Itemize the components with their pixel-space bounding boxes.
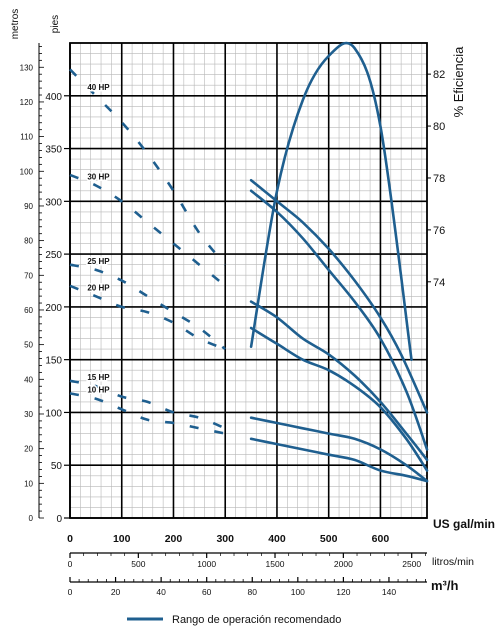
- metros-tick-label: 100: [20, 167, 34, 176]
- metros-tick-label: 130: [20, 63, 34, 72]
- pies-tick-label: 0: [56, 514, 62, 525]
- pies-tick-label: 50: [51, 461, 63, 472]
- metros-axis: 0 10 20 30 40 50 60 70 80 90 100 110 120 130: [20, 43, 44, 523]
- curve-solid-40-hp: [249, 178, 429, 414]
- curve-solid-15-hp: [249, 416, 429, 483]
- m3h-tick-label: 60: [202, 587, 212, 597]
- legend-label: Rango de operación recomendado: [172, 614, 341, 626]
- m3h-tick-label: 120: [336, 587, 350, 597]
- flow-axes: 0 100 200 300 400 500 600 0 500 1000 1500 2000 2500 0…: [67, 533, 427, 597]
- pies-axis: 0 50 100 150 200 250 300 350 400: [45, 92, 70, 525]
- lpm-tick-label: 500: [131, 559, 145, 569]
- curve-dashed-10-hp: [69, 392, 226, 435]
- series-labels: 40 HP 30 HP 25 HP 20 HP 15 HP 10 HP: [86, 81, 112, 396]
- metros-tick-label: 80: [24, 237, 33, 246]
- series-label-10-hp: 10 HP: [87, 386, 110, 395]
- efficiency-axis: 74 76 78 80 82: [427, 69, 445, 289]
- gpm-tick-label: 200: [165, 533, 183, 545]
- gpm-tick-label: 300: [216, 533, 234, 545]
- gpm-tick-label: 100: [113, 533, 131, 545]
- gpm-tick-label: 0: [67, 533, 73, 545]
- plot-frame: [69, 42, 428, 519]
- major-grid: [69, 42, 428, 519]
- efficiency-tick-label: 80: [433, 121, 445, 133]
- efficiency-curve: [249, 41, 413, 361]
- m3h-tick-label: 80: [248, 587, 258, 597]
- efficiency-tick-label: 76: [433, 225, 445, 237]
- series-label-25-hp: 25 HP: [87, 257, 110, 266]
- metros-tick-label: 30: [24, 410, 33, 419]
- m3h-tick-label: 140: [382, 587, 396, 597]
- m3h-tick-label: 40: [156, 587, 166, 597]
- lpm-tick-label: 0: [68, 559, 73, 569]
- efficiency-tick-label: 82: [433, 69, 445, 81]
- lpm-tick-label: 2000: [334, 559, 353, 569]
- pies-tick-label: 200: [45, 303, 62, 314]
- pies-tick-label: 250: [45, 250, 62, 261]
- pies-tick-label: 400: [45, 92, 62, 103]
- metros-tick-label: 50: [24, 341, 33, 350]
- lpm-tick-label: 1500: [266, 559, 285, 569]
- curve-solid-25-hp: [249, 300, 429, 462]
- metros-tick-label: 10: [24, 479, 33, 488]
- efficiency-tick-label: 78: [433, 173, 445, 185]
- lpm-tick-label: 1000: [197, 559, 216, 569]
- metros-tick-label: 20: [24, 445, 33, 454]
- pump-curves: [69, 68, 429, 483]
- series-label-30-hp: 30 HP: [87, 173, 110, 182]
- curve-solid-30-hp: [249, 189, 429, 451]
- m3h-tick-label: 20: [111, 587, 121, 597]
- gpm-tick-label: 400: [268, 533, 286, 545]
- metros-axis-label: metros: [10, 9, 21, 40]
- curve-dashed-25-hp: [69, 263, 227, 351]
- m3h-tick-label: 100: [291, 587, 305, 597]
- curve-solid-20-hp: [249, 326, 429, 472]
- curve-dashed-30-hp: [69, 173, 227, 287]
- curve-solid-10-hp: [249, 437, 429, 483]
- gpm-axis-label: US gal/min: [433, 517, 495, 531]
- pies-tick-label: 300: [45, 197, 62, 208]
- pies-axis-label: pies: [50, 15, 61, 33]
- curve-dashed-20-hp: [69, 284, 226, 351]
- metros-tick-label: 70: [24, 271, 33, 280]
- series-label-20-hp: 20 HP: [87, 283, 110, 292]
- metros-tick-label: 120: [20, 98, 34, 107]
- curve-dashed-15-hp: [69, 379, 226, 430]
- pies-tick-label: 350: [45, 145, 62, 156]
- metros-tick-label: 110: [20, 133, 33, 142]
- lpm-tick-label: 2500: [402, 559, 421, 569]
- lpm-axis-label: litros/min: [432, 556, 474, 568]
- metros-tick-label: 90: [24, 202, 33, 211]
- metros-tick-label: 60: [24, 306, 33, 315]
- metros-tick-label: 0: [29, 514, 34, 523]
- efficiency-line: [249, 41, 413, 361]
- series-label-40-hp: 40 HP: [87, 83, 110, 92]
- efficiency-tick-label: 74: [433, 277, 445, 289]
- efficiency-axis-label: % Eficiencia: [451, 46, 466, 118]
- curve-dashed-40-hp: [69, 68, 227, 266]
- pies-tick-label: 100: [45, 408, 62, 419]
- pies-tick-label: 150: [45, 356, 62, 367]
- series-label-15-hp: 15 HP: [87, 373, 110, 382]
- m3h-axis-label: m³/h: [431, 578, 459, 593]
- m3h-tick-label: 0: [68, 587, 73, 597]
- gpm-tick-label: 600: [372, 533, 390, 545]
- metros-tick-label: 40: [24, 375, 33, 384]
- gpm-tick-label: 500: [320, 533, 338, 545]
